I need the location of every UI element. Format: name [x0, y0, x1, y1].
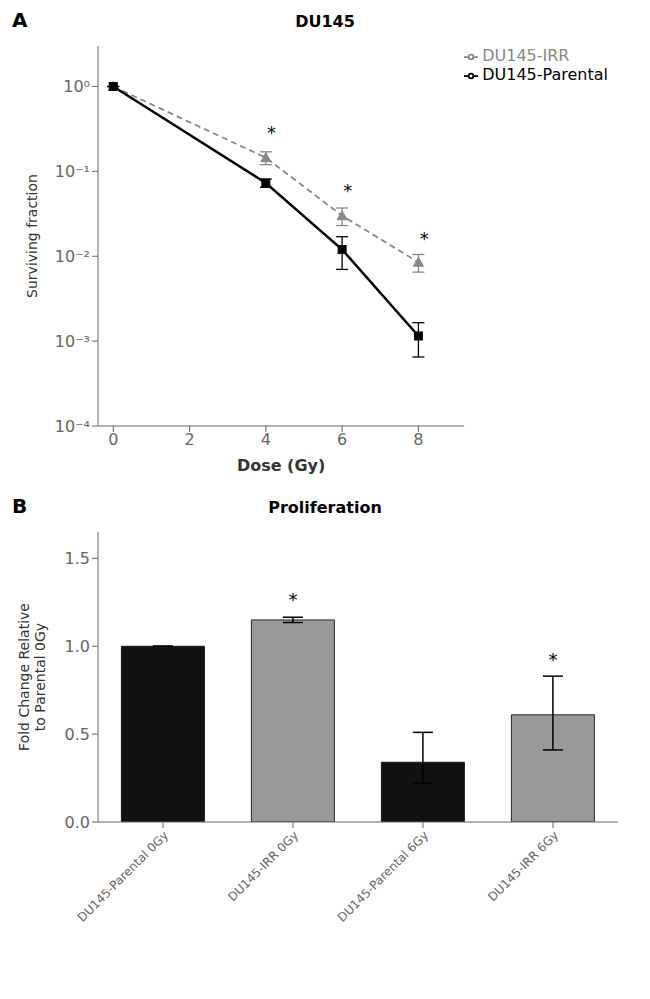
svg-text:4: 4	[261, 430, 271, 449]
svg-text:DU145-IRR 0Gy: DU145-IRR 0Gy	[225, 828, 301, 904]
svg-text:DU145-Parental 6Gy: DU145-Parental 6Gy	[335, 828, 431, 924]
svg-text:0.5: 0.5	[65, 725, 90, 744]
svg-text:10⁻¹: 10⁻¹	[55, 162, 90, 181]
svg-text:1.5: 1.5	[65, 549, 90, 568]
svg-text:0: 0	[108, 430, 118, 449]
svg-text:0.0: 0.0	[65, 813, 90, 832]
svg-text:*: *	[267, 122, 276, 143]
html-text:DU145-Parental: DU145-Parental	[482, 65, 608, 84]
html-text:DU145-IRR: DU145-IRR	[482, 46, 570, 65]
svg-text:1.0: 1.0	[65, 637, 90, 656]
svg-text:10⁻²: 10⁻²	[55, 247, 90, 266]
svg-text:*: *	[289, 589, 298, 610]
svg-text:6: 6	[337, 430, 347, 449]
svg-text:Fold Change Relativeto Parenta: Fold Change Relativeto Parental 0Gy	[16, 603, 49, 751]
svg-text:8: 8	[413, 430, 423, 449]
svg-text:2: 2	[184, 430, 194, 449]
svg-text:DU145-IRR 6Gy: DU145-IRR 6Gy	[485, 828, 561, 904]
svg-text:*: *	[549, 649, 558, 670]
html-text:Proliferation: Proliferation	[268, 498, 382, 517]
svg-text:Dose (Gy): Dose (Gy)	[237, 456, 325, 475]
svg-text:*: *	[420, 228, 429, 249]
svg-text:10⁻³: 10⁻³	[55, 332, 90, 351]
svg-text:Surviving fraction: Surviving fraction	[24, 174, 40, 298]
svg-text:10⁻⁴: 10⁻⁴	[55, 417, 90, 436]
html-text:DU145: DU145	[295, 12, 355, 31]
svg-text:*: *	[343, 180, 352, 201]
html-text:B: B	[12, 494, 28, 518]
svg-text:10⁰: 10⁰	[63, 77, 90, 96]
html-text:A: A	[12, 8, 28, 32]
svg-text:DU145-Parental 0Gy: DU145-Parental 0Gy	[75, 828, 171, 924]
